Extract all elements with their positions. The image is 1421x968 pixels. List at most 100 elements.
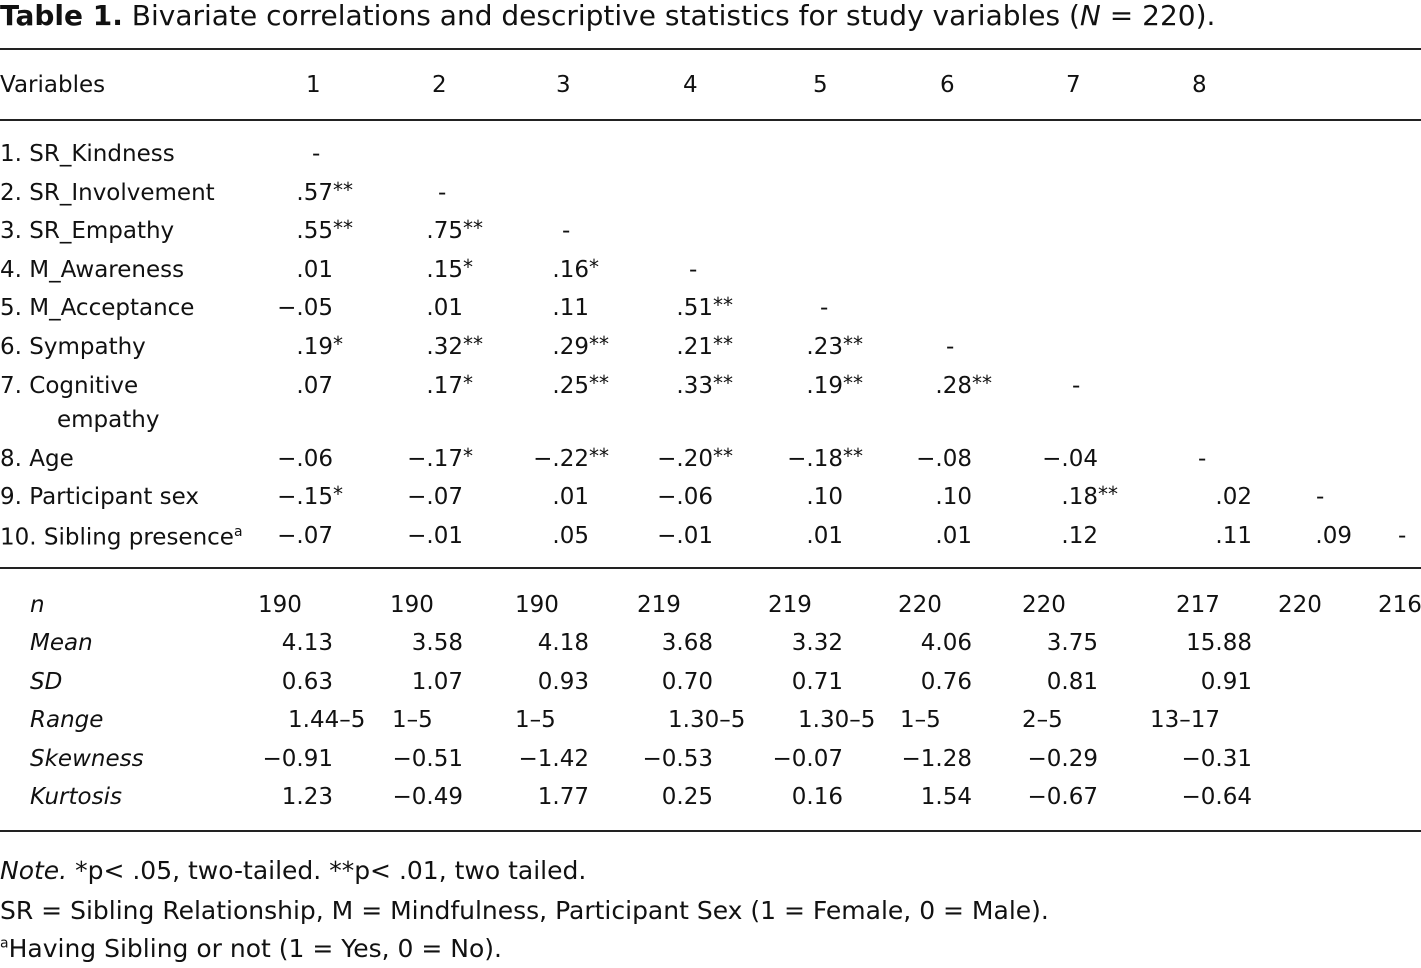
value-text: −.07 <box>277 523 333 549</box>
correlation-value: .01 <box>806 525 843 548</box>
value-text: .17 <box>426 373 463 399</box>
correlation-value: .11 <box>1215 525 1252 548</box>
correlation-cell: −.08 <box>916 448 972 471</box>
value-text: .15 <box>426 257 463 283</box>
correlation-value: .29 ** <box>552 334 609 360</box>
value-text: .01 <box>935 523 972 549</box>
correlation-cell: .33 ** <box>676 373 733 399</box>
diagonal-dash: - <box>1398 523 1407 549</box>
value-text: .18 <box>1061 484 1098 510</box>
stat-value-n: 220 <box>1278 592 1322 618</box>
stat-value-kurtosis: 0.16 <box>791 784 843 810</box>
stat-value-n: 219 <box>768 592 812 618</box>
significance-marker: * <box>463 255 473 279</box>
correlation-cell: .10 <box>935 486 972 509</box>
row-label-text: 8. Age <box>0 446 74 472</box>
value-text: .29 <box>552 334 589 360</box>
correlation-cell: .25 ** <box>552 373 609 398</box>
stat-value-n: 219 <box>637 592 681 618</box>
correlation-cell: −.20 ** <box>657 446 733 471</box>
significance-marker: ** <box>463 216 483 240</box>
diagonal-dash: - <box>820 295 829 321</box>
correlation-cell: −.06 <box>657 486 713 509</box>
stat-value-skewness: −1.28 <box>901 746 972 772</box>
correlation-cell: .55 ** <box>296 218 353 243</box>
correlation-value: .18 ** <box>1061 484 1118 510</box>
stat-value-range: 1.44–5 <box>288 707 366 733</box>
correlation-value: .25 ** <box>552 373 609 398</box>
significance-marker: ** <box>713 444 733 468</box>
stat-value-kurtosis: −0.64 <box>1181 784 1252 810</box>
stat-value-mean: 3.68 <box>661 630 713 656</box>
correlation-value: .10 <box>806 486 843 509</box>
top-rule <box>0 48 1421 50</box>
stat-value-range: 1.30–5 <box>798 707 876 733</box>
value-text: −.06 <box>277 446 333 472</box>
correlation-cell: .19 ** <box>806 373 863 399</box>
correlation-value: −.01 <box>407 525 463 548</box>
value-text: .09 <box>1315 523 1352 549</box>
bottom-rule <box>0 830 1421 832</box>
correlation-value: −.06 <box>277 448 333 471</box>
stat-value-mean: 3.32 <box>791 630 843 656</box>
stat-label-skewness: Skewness <box>30 746 144 772</box>
stat-value-n: 190 <box>390 592 434 618</box>
correlation-cell: .57 ** <box>296 180 353 205</box>
stat-label-n: n <box>30 592 45 618</box>
value-text: −.15 <box>277 484 333 510</box>
value-text: −.22 <box>533 446 589 472</box>
column-header: 3 <box>556 72 571 98</box>
value-text: .01 <box>296 257 333 283</box>
stat-value-mean: 4.18 <box>537 630 589 656</box>
correlation-value: .15 * <box>426 257 473 283</box>
significance-marker: ** <box>589 332 609 356</box>
correlation-value: .51 ** <box>676 295 733 320</box>
correlation-value: −.22 ** <box>533 446 609 472</box>
value-text: .10 <box>935 484 972 510</box>
correlation-value: −.17 * <box>407 446 473 471</box>
row-label-text: 1. SR_Kindness <box>0 141 175 167</box>
correlation-value: .07 <box>296 375 333 398</box>
significance-marker: ** <box>843 444 863 468</box>
correlation-value: .19 * <box>296 334 343 360</box>
stat-value-range: 1.30–5 <box>668 707 746 733</box>
value-text: −.06 <box>657 484 713 510</box>
stat-label-mean: Mean <box>30 630 93 656</box>
significance-marker: ** <box>333 178 353 202</box>
row-label-text: 4. M_Awareness <box>0 257 185 283</box>
value-text: .19 <box>806 373 843 399</box>
value-text: .33 <box>676 373 713 399</box>
significance-marker: ** <box>972 371 992 395</box>
row-label-continued: empathy <box>57 407 160 433</box>
value-text: .16 <box>552 257 589 283</box>
stat-value-kurtosis: 0.25 <box>661 784 713 810</box>
column-header: 2 <box>432 72 447 98</box>
correlation-value: .09 <box>1315 525 1352 548</box>
correlation-cell: −.17 * <box>407 446 473 471</box>
footnote: aHaving Sibling or not (1 = Yes, 0 = No)… <box>0 936 502 961</box>
correlation-value: .19 ** <box>806 373 863 399</box>
stat-value-skewness: −0.51 <box>392 746 463 772</box>
significance-marker: ** <box>589 371 609 395</box>
significance-marker: ** <box>333 216 353 240</box>
value-text: .75 <box>426 218 463 244</box>
stat-value-kurtosis: 1.23 <box>281 784 333 810</box>
diagonal-dash: - <box>1072 373 1081 399</box>
correlation-cell: .01 <box>806 525 843 548</box>
row-label-text: 6. Sympathy <box>0 334 146 360</box>
correlation-cell: .01 <box>296 259 333 282</box>
stat-value-sd: 0.71 <box>791 669 843 695</box>
correlation-value: −.05 <box>277 297 333 320</box>
stat-value-range: 2–5 <box>1022 707 1063 733</box>
row-label: 6. Sympathy <box>0 336 146 359</box>
column-header: 8 <box>1192 72 1207 98</box>
row-label-text: 3. SR_Empathy <box>0 218 175 244</box>
column-header: 5 <box>813 72 828 98</box>
diagonal-dash: - <box>1198 446 1207 472</box>
note-significance: Note. *p< .05, two-tailed. **p< .01, two… <box>0 858 586 883</box>
stat-value-n: 220 <box>898 592 942 618</box>
value-text: .19 <box>296 334 333 360</box>
correlation-cell: .18 ** <box>1061 484 1118 510</box>
diagonal-dash: - <box>312 141 321 167</box>
correlation-cell: .75 ** <box>426 218 483 244</box>
